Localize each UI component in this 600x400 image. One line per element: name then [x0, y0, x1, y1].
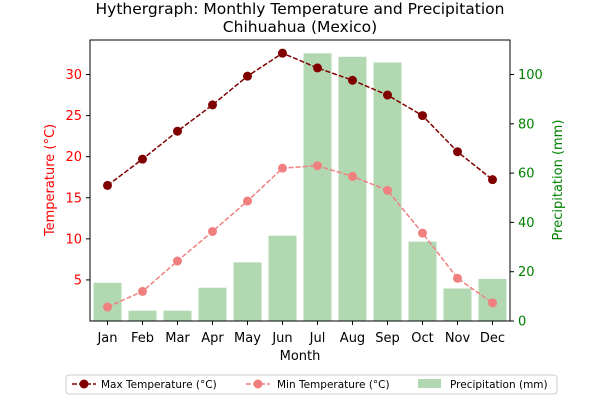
right-y-axis-ticks: 0 20 40 60 80 100 [510, 68, 543, 330]
chart-subtitle: Chihuahua (Mexico) [223, 18, 377, 36]
x-tick-label: Mar [165, 331, 190, 346]
x-tick-label: Dec [480, 331, 505, 346]
min-temp-point-feb [138, 286, 147, 296]
x-tick-label: Jun [271, 331, 292, 346]
left-y-axis-ticks: 5 10 15 20 25 30 [65, 68, 90, 288]
min-temp-point-oct [418, 228, 427, 238]
precipitation-bar-feb [128, 310, 157, 321]
right-y-tick-label: 40 [518, 216, 535, 231]
precipitation-bar-mar [163, 310, 192, 321]
max-temp-line [107, 52, 493, 187]
x-tick-label: Apr [201, 331, 224, 346]
max-temp-point-dec [488, 175, 497, 185]
max-temp-point-feb [138, 154, 147, 164]
x-axis-label: Month [280, 349, 321, 364]
legend: Max Temperature (°C) Min Temperature (°C… [65, 374, 558, 395]
x-tick-label: Jan [96, 331, 117, 346]
plot-frame [89, 39, 511, 322]
legend-min-temp-marker [253, 379, 263, 389]
max-temp-point-aug [348, 75, 357, 85]
right-y-axis-label: Precipitation (mm) [551, 120, 566, 241]
min-temp-point-sep [383, 185, 392, 195]
precipitation-bar-apr [198, 287, 227, 321]
left-y-tick-label: 10 [65, 232, 82, 247]
right-y-tick-label: 80 [518, 117, 535, 132]
precipitation-bar-nov [443, 288, 472, 321]
x-tick-label: Nov [445, 331, 471, 346]
max-temp-point-mar [173, 126, 182, 136]
x-tick-label: Aug [340, 331, 365, 346]
max-temp-point-nov [453, 147, 462, 157]
min-temp-point-jun [278, 163, 287, 173]
left-y-tick-label: 15 [65, 191, 82, 206]
chart-title: Hythergraph: Monthly Temperature and Pre… [96, 0, 505, 18]
right-y-tick-label: 60 [518, 167, 535, 182]
max-temp-point-oct [418, 111, 427, 121]
x-tick-label: Oct [411, 331, 433, 346]
x-tick-label: Sep [375, 331, 400, 346]
max-temp-point-jun [278, 48, 287, 58]
legend-precipitation-label: Precipitation (mm) [450, 379, 548, 391]
min-temp-point-jul [313, 161, 322, 171]
x-tick-label: Feb [131, 331, 154, 346]
left-y-tick-label: 20 [65, 150, 82, 165]
min-temp-point-apr [208, 226, 217, 236]
max-temp-point-jan [103, 180, 112, 190]
min-temp-point-mar [173, 256, 182, 266]
min-temp-point-jan [103, 302, 112, 312]
precipitation-bar-oct [408, 241, 437, 321]
precipitation-bar-jul [303, 53, 332, 322]
min-temp-point-dec [488, 298, 497, 308]
min-temp-line [107, 164, 493, 308]
right-y-tick-label: 100 [518, 68, 543, 83]
precipitation-bar-jun [268, 235, 297, 321]
max-temp-point-jul [313, 63, 322, 73]
max-temp-point-sep [383, 90, 392, 100]
legend-min-temp-label: Min Temperature (°C) [277, 379, 390, 391]
x-axis-ticks: Jan Feb Mar Apr May Jun Jul Aug Sep Oct Nov Dec [96, 321, 505, 346]
min-temp-point-nov [453, 273, 462, 283]
max-temp-point-apr [208, 100, 217, 110]
min-temp-point-may [243, 196, 252, 206]
legend-max-temp-marker [79, 379, 89, 389]
precipitation-bar-aug [338, 56, 367, 321]
left-y-tick-label: 30 [65, 68, 82, 83]
x-tick-label: May [234, 331, 261, 346]
precipitation-bars [93, 53, 507, 322]
min-temp-point-aug [348, 171, 357, 181]
temperature-lines [103, 48, 497, 312]
left-y-axis-label: Temperature (°C) [43, 124, 58, 237]
left-y-tick-label: 5 [74, 273, 82, 288]
precipitation-bar-may [233, 262, 262, 321]
x-tick-label: Jul [309, 331, 326, 346]
legend-max-temp-label: Max Temperature (°C) [101, 379, 217, 391]
max-temp-point-may [243, 71, 252, 81]
left-y-tick-label: 25 [65, 109, 82, 124]
right-y-tick-label: 0 [518, 315, 526, 330]
legend-precipitation-swatch [418, 379, 441, 388]
precipitation-bar-jan [93, 282, 122, 321]
right-y-tick-label: 20 [518, 265, 535, 280]
